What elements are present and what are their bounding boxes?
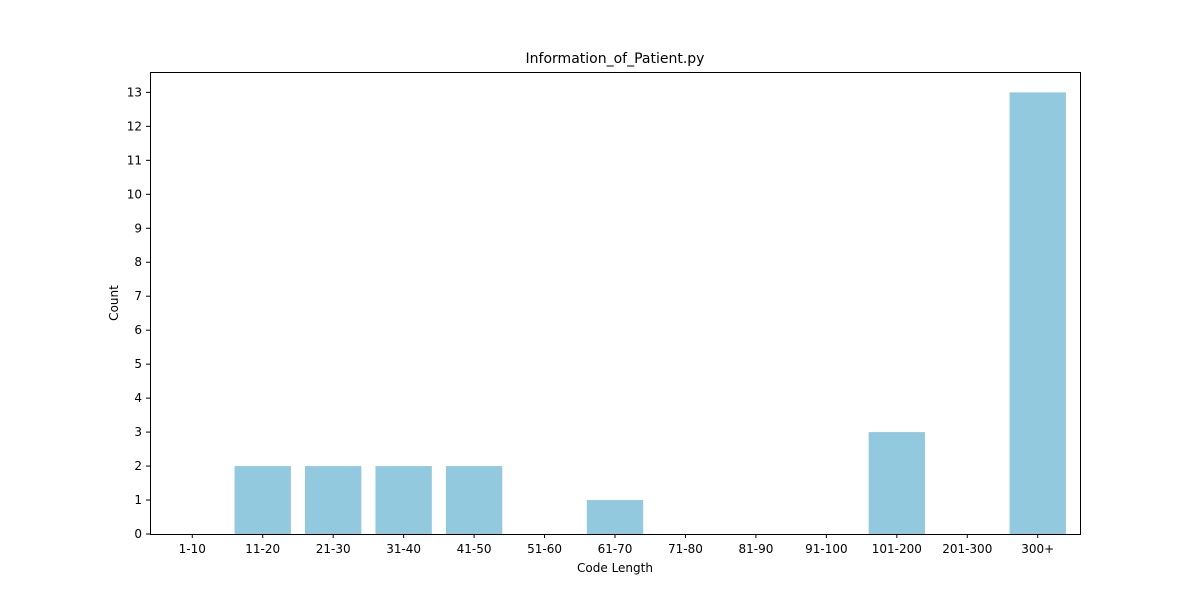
y-tick-label: 5 xyxy=(134,357,142,371)
x-tick-label: 101-200 xyxy=(872,542,922,556)
x-tick-label: 91-100 xyxy=(805,542,848,556)
y-tick-label: 2 xyxy=(134,459,142,473)
x-tick-label: 51-60 xyxy=(527,542,562,556)
y-tick-label: 8 xyxy=(134,255,142,269)
y-tick-label: 9 xyxy=(134,221,142,235)
y-tick-label: 0 xyxy=(134,527,142,541)
x-axis-ticks: 1-10 11-20 21-30 31-40 41-50 51-60 61-70 71-80 8… xyxy=(179,534,1054,556)
y-tick-label: 3 xyxy=(134,425,142,439)
x-tick-label: 41-50 xyxy=(457,542,492,556)
bars-group xyxy=(234,92,1066,534)
y-axis-label: Count xyxy=(107,285,121,321)
bar-61-70 xyxy=(586,500,644,534)
plot-area-frame xyxy=(150,72,1081,535)
bar-31-40 xyxy=(375,466,432,534)
bar-300+ xyxy=(1009,92,1066,534)
y-tick-label: 7 xyxy=(134,289,142,303)
y-tick-label: 11 xyxy=(127,153,142,167)
x-tick-label: 1-10 xyxy=(179,542,206,556)
bar-11-20 xyxy=(234,466,291,534)
x-tick-label: 300+ xyxy=(1021,542,1054,556)
x-tick-label: 11-20 xyxy=(245,542,280,556)
chart-title: Information_of_Patient.py xyxy=(526,51,705,67)
bar-21-30 xyxy=(305,466,362,534)
y-tick-label: 6 xyxy=(134,323,142,337)
x-tick-label: 71-80 xyxy=(668,542,703,556)
bar-41-50 xyxy=(445,466,503,534)
y-tick-label: 13 xyxy=(127,85,142,99)
x-tick-label: 31-40 xyxy=(386,542,421,556)
x-tick-label: 61-70 xyxy=(598,542,633,556)
x-tick-label: 201-300 xyxy=(942,542,992,556)
bar-101-200 xyxy=(868,432,925,534)
x-tick-label: 81-90 xyxy=(738,542,773,556)
y-tick-label: 4 xyxy=(134,391,142,405)
x-axis-label: Code Length xyxy=(577,561,653,575)
y-tick-label: 10 xyxy=(127,187,142,201)
y-tick-label: 12 xyxy=(127,119,142,133)
x-tick-label: 21-30 xyxy=(316,542,351,556)
y-tick-label: 1 xyxy=(134,493,142,507)
